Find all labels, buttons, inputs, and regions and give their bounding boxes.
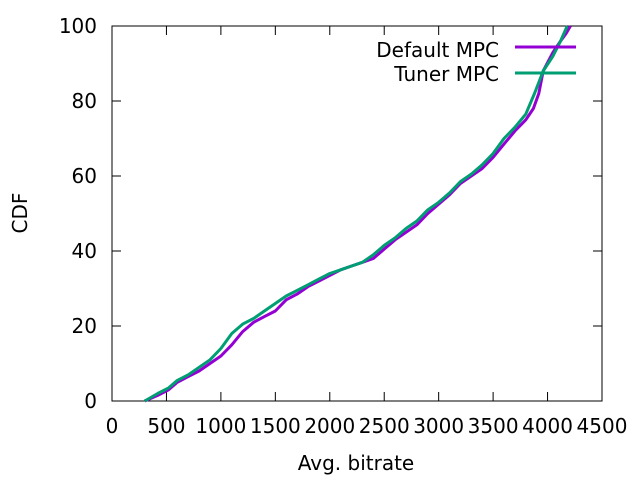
plot-frame bbox=[111, 25, 603, 402]
x-tick-label: 2500 bbox=[359, 414, 410, 438]
x-axis-label: Avg. bitrate bbox=[298, 451, 414, 475]
series-line-default-mpc bbox=[144, 25, 572, 403]
x-tick-label: 1500 bbox=[250, 414, 301, 438]
legend-label-default-mpc: Default MPC bbox=[376, 38, 499, 62]
y-axis-ticks: 0 20 40 60 80 100 bbox=[59, 14, 602, 413]
x-tick-label: 3500 bbox=[468, 414, 519, 438]
x-tick-label: 500 bbox=[147, 414, 185, 438]
series-layer bbox=[143, 25, 572, 403]
y-tick-label: 20 bbox=[72, 314, 97, 338]
y-tick-label: 60 bbox=[72, 164, 97, 188]
y-tick-label: 100 bbox=[59, 14, 97, 38]
y-tick-label: 80 bbox=[72, 89, 97, 113]
y-axis-label: CDF bbox=[8, 193, 32, 234]
y-tick-label: 40 bbox=[72, 239, 97, 263]
y-tick-label: 0 bbox=[84, 389, 97, 413]
x-tick-label: 3000 bbox=[413, 414, 464, 438]
x-axis-ticks: 0 500 1000 1500 2000 2500 3000 3500 4000 4500 bbox=[106, 26, 628, 438]
legend-label-tuner-mpc: Tuner MPC bbox=[393, 62, 499, 86]
x-tick-label: 2000 bbox=[304, 414, 355, 438]
series-line-tuner-mpc bbox=[143, 25, 569, 403]
x-tick-label: 4500 bbox=[577, 414, 628, 438]
x-tick-label: 0 bbox=[106, 414, 119, 438]
x-tick-label: 1000 bbox=[195, 414, 246, 438]
legend: Default MPC Tuner MPC bbox=[376, 38, 576, 86]
x-tick-label: 4000 bbox=[522, 414, 573, 438]
